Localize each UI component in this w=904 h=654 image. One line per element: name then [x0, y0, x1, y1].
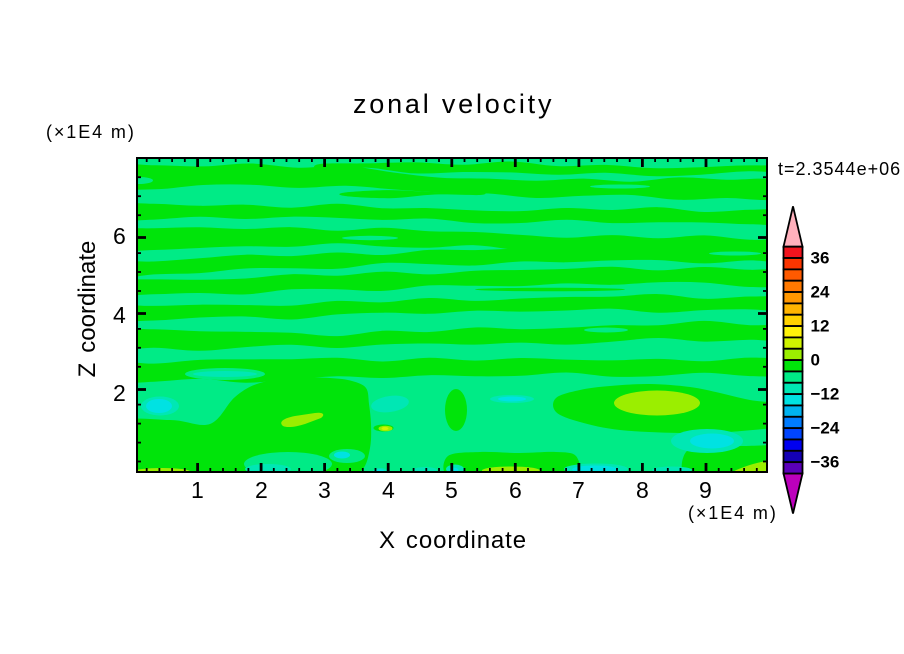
svg-text:−24: −24: [811, 419, 840, 438]
svg-text:0: 0: [811, 351, 820, 370]
svg-text:−12: −12: [811, 385, 840, 404]
svg-text:−36: −36: [811, 453, 840, 472]
svg-text:36: 36: [811, 249, 830, 268]
svg-text:24: 24: [811, 283, 830, 302]
svg-text:12: 12: [811, 317, 830, 336]
